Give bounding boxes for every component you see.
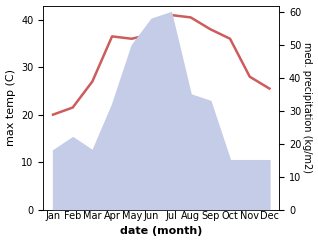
X-axis label: date (month): date (month) (120, 227, 203, 236)
Y-axis label: med. precipitation (kg/m2): med. precipitation (kg/m2) (302, 42, 313, 173)
Y-axis label: max temp (C): max temp (C) (5, 69, 16, 146)
